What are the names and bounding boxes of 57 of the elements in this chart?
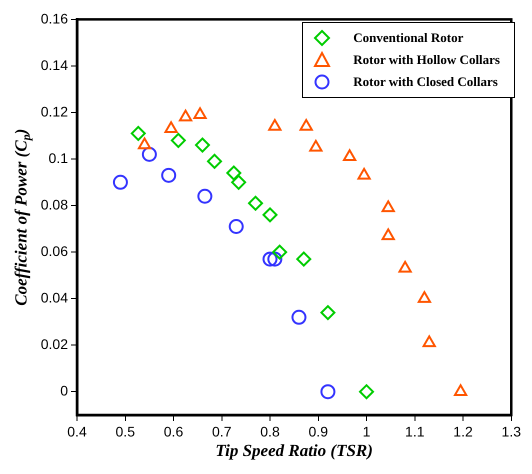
point: [170, 132, 186, 148]
point: [226, 165, 242, 180]
y-tick-label: 0.16: [40, 10, 68, 26]
point: [262, 207, 278, 222]
point: [309, 140, 322, 152]
point: [207, 154, 222, 169]
point: [231, 174, 246, 190]
point: [300, 118, 313, 131]
point: [268, 118, 282, 131]
point: [228, 219, 244, 234]
point: [164, 121, 178, 134]
point: [112, 174, 128, 190]
x-tick-label: 0.8: [260, 423, 280, 440]
point: [382, 200, 395, 212]
x-tick-label: 1.3: [502, 423, 522, 440]
x-tick-label: 0.4: [67, 423, 87, 440]
x-axis-title: Tip Speed Ratio (TSR): [215, 441, 373, 460]
x-tick-label: 1.2: [453, 423, 473, 440]
x-tick-label: 0.6: [164, 423, 184, 440]
point: [359, 384, 374, 400]
point: [291, 310, 306, 325]
point: [194, 138, 210, 153]
y-axis-title: Coefficient of Power (Cp): [11, 128, 34, 306]
point: [130, 126, 146, 141]
x-tick-label: 1.1: [405, 423, 425, 440]
y-tick-label: 0.04: [40, 290, 68, 306]
y-tick-label: 0: [60, 382, 68, 399]
point: [197, 188, 212, 204]
y-tick-label: 0.02: [40, 336, 68, 352]
point: [138, 138, 152, 150]
point: [357, 168, 371, 180]
point: [320, 305, 336, 320]
point: [320, 384, 336, 400]
y-tick-label: 0.1: [48, 150, 68, 166]
legend-label: Conventional Rotor: [353, 30, 464, 46]
point: [178, 110, 192, 122]
legend-label: Rotor with Closed Collars: [353, 74, 498, 90]
legend-label: Rotor with Hollow Collars: [353, 52, 500, 68]
x-tick-label: 0.9: [308, 423, 328, 440]
point: [161, 168, 176, 183]
x-tick-label: 1: [362, 423, 371, 440]
x-tick-label: 0.7: [212, 423, 232, 440]
y-tick-label: 0.14: [40, 56, 68, 73]
point: [382, 228, 395, 240]
point: [342, 149, 356, 161]
point: [248, 196, 264, 211]
y-tick-label: 0.08: [40, 196, 68, 212]
point: [272, 244, 288, 260]
point: [267, 252, 282, 267]
y-tick-label: 0.06: [40, 242, 68, 259]
y-tick-label: 0.12: [40, 103, 68, 120]
point: [296, 252, 312, 267]
point: [398, 260, 412, 273]
x-tick-label: 0.5: [116, 423, 136, 440]
point: [262, 252, 278, 267]
point: [193, 107, 207, 120]
point: [142, 146, 157, 162]
